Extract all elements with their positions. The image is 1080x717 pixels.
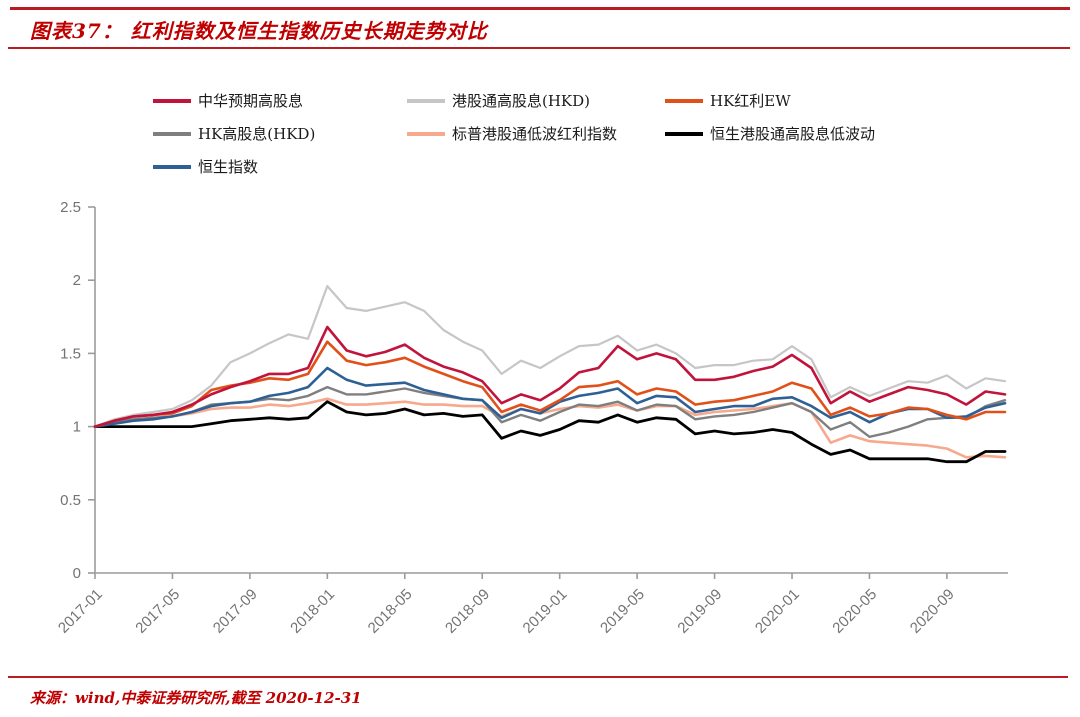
x-tick-label: 2017-01: [55, 586, 106, 637]
legend-swatch-icon: [407, 131, 445, 136]
title-rule: [8, 47, 1070, 49]
x-tick-label: 2018-01: [287, 586, 338, 637]
x-tick-label: 2019-01: [520, 586, 571, 637]
series-line-5: [93, 397, 1007, 459]
y-tick-label: 2: [73, 272, 81, 289]
legend-label: HK高股息(HKD): [198, 125, 316, 143]
legend-item-2: 港股通高股息(HKD): [407, 90, 665, 111]
y-tick-label: 2.5: [60, 199, 81, 216]
x-tick-label: 2017-09: [210, 586, 261, 637]
legend-swatch-icon: [153, 98, 191, 103]
bottom-rule: [8, 676, 1068, 678]
legend-swatch-icon: [665, 98, 703, 103]
legend-item-7: 恒生指数: [153, 156, 407, 177]
series-line-3: [93, 340, 1007, 428]
legend-item-6: 恒生港股通高股息低波动: [665, 123, 1033, 144]
y-tick-label: 0: [73, 565, 81, 582]
legend-swatch-icon: [407, 98, 445, 103]
series-line-2: [93, 284, 1007, 428]
series-line-1: [93, 325, 1007, 428]
legend-label: 恒生指数: [198, 158, 259, 176]
x-tick-label: 2019-05: [597, 586, 648, 637]
x-tick-label: 2018-05: [365, 586, 416, 637]
page-title: 图表37： 红利指数及恒生指数历史长期走势对比: [30, 19, 488, 43]
legend-label: 恒生港股通高股息低波动: [710, 125, 876, 143]
legend-item-4: HK高股息(HKD): [153, 123, 407, 144]
x-tick-label: 2020-09: [907, 586, 958, 637]
legend-swatch-icon: [153, 131, 191, 136]
y-tick-label: 1.5: [60, 345, 81, 362]
legend-swatch-icon: [665, 131, 703, 136]
chart-legend: 中华预期高股息 港股通高股息(HKD) HK红利EW HK高股息(HKD) 标普港股通低…: [153, 84, 1033, 183]
y-tick-label: 0.5: [60, 492, 81, 509]
legend-label: 标普港股通低波红利指数: [452, 125, 618, 143]
series-line-7: [93, 366, 1007, 428]
source-note: 来源：wind,中泰证券研究所,截至 2020-12-31: [30, 689, 362, 707]
x-tick-label: 2019-09: [674, 586, 725, 637]
legend-label: 中华预期高股息: [198, 92, 304, 110]
series-line-6: [93, 400, 1007, 464]
x-tick-label: 2018-09: [442, 586, 493, 637]
legend-item-5: 标普港股通低波红利指数: [407, 123, 665, 144]
legend-item-3: HK红利EW: [665, 90, 1033, 111]
x-tick-label: 2020-05: [829, 586, 880, 637]
legend-label: 港股通高股息(HKD): [452, 92, 591, 110]
x-tick-label: 2020-01: [752, 586, 803, 637]
top-rule: [10, 7, 1070, 10]
legend-item-1: 中华预期高股息: [153, 90, 407, 111]
y-tick-label: 1: [73, 419, 81, 436]
trend-chart: 0 0.5 1 1.5 2 2.5 2017-01 2017-05 2017-09 2018-01…: [55, 199, 1008, 637]
legend-swatch-icon: [153, 164, 191, 169]
x-tick-label: 2017-05: [132, 586, 183, 637]
legend-label: HK红利EW: [710, 92, 791, 110]
